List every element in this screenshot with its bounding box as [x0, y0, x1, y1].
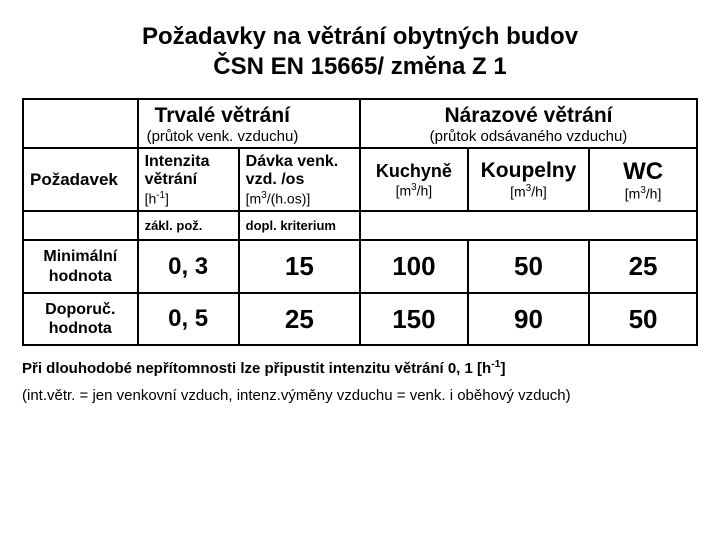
criteria-basic: zákl. pož.	[138, 211, 239, 240]
rec-intensity: 0, 5	[138, 293, 239, 345]
header-dose-unit: [m3/(h.os)]	[246, 190, 353, 207]
title-line-1: Požadavky na větrání obytných budov	[142, 23, 578, 50]
rec-dose: 25	[239, 293, 360, 345]
header-row-1: Trvalé větrání (průtok venk. vzduchu) Ná…	[23, 99, 697, 148]
header-kitchen-label: Kuchyně	[365, 161, 463, 182]
page-title: Požadavky na větrání obytných budov ČSN …	[22, 22, 698, 82]
header-permanent-sub: (průtok venk. vzduchu)	[147, 128, 351, 145]
criteria-suppl: dopl. kriterium	[239, 211, 360, 240]
footnote-2: (int.větr. = jen venkovní vzduch, intenz…	[22, 387, 698, 404]
header-kitchen: Kuchyně [m3/h]	[360, 148, 468, 211]
rec-kitchen: 150	[360, 293, 468, 345]
table-row-min: Minimálníhodnota 0, 3 15 100 50 25	[23, 240, 697, 292]
header-blank	[23, 99, 138, 148]
header-bathroom-unit: [m3/h]	[473, 183, 584, 200]
header-wc-label: WC	[594, 158, 692, 186]
min-dose: 15	[239, 240, 360, 292]
header-bathroom: Koupelny [m3/h]	[468, 148, 589, 211]
row-rec-label: Doporuč.hodnota	[23, 293, 138, 345]
header-bathroom-label: Koupelny	[473, 159, 584, 183]
header-intermittent-sub: (průtok odsávaného vzduchu)	[369, 128, 688, 145]
criteria-blank	[23, 211, 138, 240]
header-kitchen-unit: [m3/h]	[365, 182, 463, 199]
requirements-table: Trvalé větrání (průtok venk. vzduchu) Ná…	[22, 98, 698, 346]
header-intensity: Intenzita větrání [h-1]	[138, 148, 239, 211]
header-intermittent-title: Nárazové větrání	[369, 104, 688, 128]
footnote-1: Při dlouhodobé nepřítomnosti lze připust…	[22, 358, 698, 377]
criteria-empty	[360, 211, 697, 240]
header-intensity-unit: [h-1]	[145, 190, 232, 207]
header-dose-label: Dávka venk. vzd. /os	[246, 153, 353, 190]
min-kitchen: 100	[360, 240, 468, 292]
criteria-row: zákl. pož. dopl. kriterium	[23, 211, 697, 240]
header-intensity-label: Intenzita větrání	[145, 153, 232, 190]
min-wc: 25	[589, 240, 697, 292]
header-permanent: Trvalé větrání (průtok venk. vzduchu)	[138, 99, 360, 148]
min-bathroom: 50	[468, 240, 589, 292]
title-line-2: ČSN EN 15665/ změna Z 1	[213, 53, 506, 80]
rec-wc: 50	[589, 293, 697, 345]
row-min-label: Minimálníhodnota	[23, 240, 138, 292]
table-row-rec: Doporuč.hodnota 0, 5 25 150 90 50	[23, 293, 697, 345]
header-permanent-title: Trvalé větrání	[147, 104, 351, 128]
min-intensity: 0, 3	[138, 240, 239, 292]
header-wc-unit: [m3/h]	[594, 185, 692, 202]
header-dose: Dávka venk. vzd. /os [m3/(h.os)]	[239, 148, 360, 211]
header-wc: WC [m3/h]	[589, 148, 697, 211]
header-requirement: Požadavek	[23, 148, 138, 211]
rec-bathroom: 90	[468, 293, 589, 345]
header-intermittent: Nárazové větrání (průtok odsávaného vzdu…	[360, 99, 697, 148]
